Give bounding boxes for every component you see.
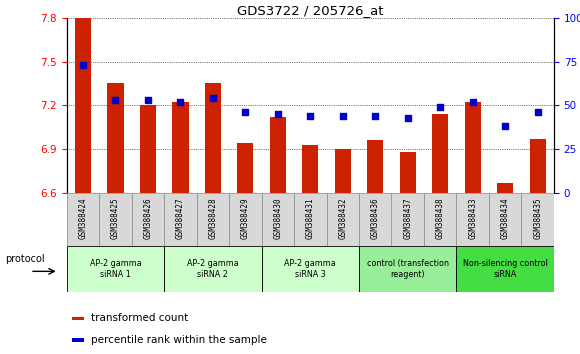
Bar [197, 193, 229, 246]
Bar [456, 193, 489, 246]
Bar [75, 18, 91, 193]
Bar [164, 246, 262, 292]
Text: GSM388431: GSM388431 [306, 197, 315, 239]
Text: GSM388434: GSM388434 [501, 197, 510, 239]
Text: control (transfection
reagent): control (transfection reagent) [367, 259, 449, 279]
Point [533, 109, 542, 115]
Text: AP-2 gamma
siRNA 2: AP-2 gamma siRNA 2 [187, 259, 239, 279]
Point [78, 62, 88, 68]
Bar [359, 193, 392, 246]
Text: protocol: protocol [5, 254, 45, 264]
Point [436, 104, 445, 110]
Text: GSM388436: GSM388436 [371, 197, 380, 239]
Bar [270, 117, 286, 193]
Bar [71, 316, 84, 320]
Text: AP-2 gamma
siRNA 3: AP-2 gamma siRNA 3 [284, 259, 336, 279]
Point [403, 115, 412, 120]
Point [306, 113, 315, 119]
Point [501, 124, 510, 129]
Bar [67, 246, 164, 292]
Point [468, 99, 477, 105]
Bar [67, 193, 99, 246]
Text: GSM388424: GSM388424 [78, 197, 88, 239]
Point [338, 113, 347, 119]
Bar [456, 246, 554, 292]
Point [143, 97, 153, 103]
Text: GSM388433: GSM388433 [468, 197, 477, 239]
Bar [400, 152, 416, 193]
Bar [497, 183, 513, 193]
Bar [262, 193, 294, 246]
Title: GDS3722 / 205726_at: GDS3722 / 205726_at [237, 4, 383, 17]
Text: AP-2 gamma
siRNA 1: AP-2 gamma siRNA 1 [89, 259, 142, 279]
Bar [99, 193, 132, 246]
Text: percentile rank within the sample: percentile rank within the sample [91, 335, 267, 345]
Point [111, 97, 120, 103]
Point [208, 96, 218, 101]
Text: GSM388438: GSM388438 [436, 197, 445, 239]
Text: GSM388425: GSM388425 [111, 197, 120, 239]
Bar [294, 193, 327, 246]
Text: GSM388430: GSM388430 [273, 197, 282, 239]
Point [273, 111, 282, 117]
Bar [489, 193, 521, 246]
Point [176, 99, 185, 105]
Bar [424, 193, 456, 246]
Text: GSM388432: GSM388432 [338, 197, 347, 239]
Point [371, 113, 380, 119]
Text: GSM388426: GSM388426 [143, 197, 153, 239]
Bar [164, 193, 197, 246]
Bar [229, 193, 262, 246]
Bar [530, 139, 546, 193]
Text: GSM388427: GSM388427 [176, 197, 185, 239]
Bar [172, 102, 188, 193]
Bar [132, 193, 164, 246]
Bar [432, 114, 448, 193]
Text: GSM388428: GSM388428 [208, 197, 218, 239]
Bar [237, 143, 253, 193]
Text: Non-silencing control
siRNA: Non-silencing control siRNA [463, 259, 548, 279]
Point [241, 109, 250, 115]
Bar [107, 84, 124, 193]
Bar [205, 84, 221, 193]
Bar [465, 102, 481, 193]
Bar [262, 246, 359, 292]
Bar [335, 149, 351, 193]
Bar [521, 193, 554, 246]
Bar [71, 338, 84, 342]
Text: GSM388435: GSM388435 [533, 197, 542, 239]
Text: GSM388437: GSM388437 [403, 197, 412, 239]
Bar [392, 193, 424, 246]
Text: GSM388429: GSM388429 [241, 197, 250, 239]
Bar [327, 193, 359, 246]
Bar [302, 145, 318, 193]
Text: transformed count: transformed count [91, 313, 188, 323]
Bar [359, 246, 456, 292]
Bar [367, 140, 383, 193]
Bar [140, 105, 156, 193]
